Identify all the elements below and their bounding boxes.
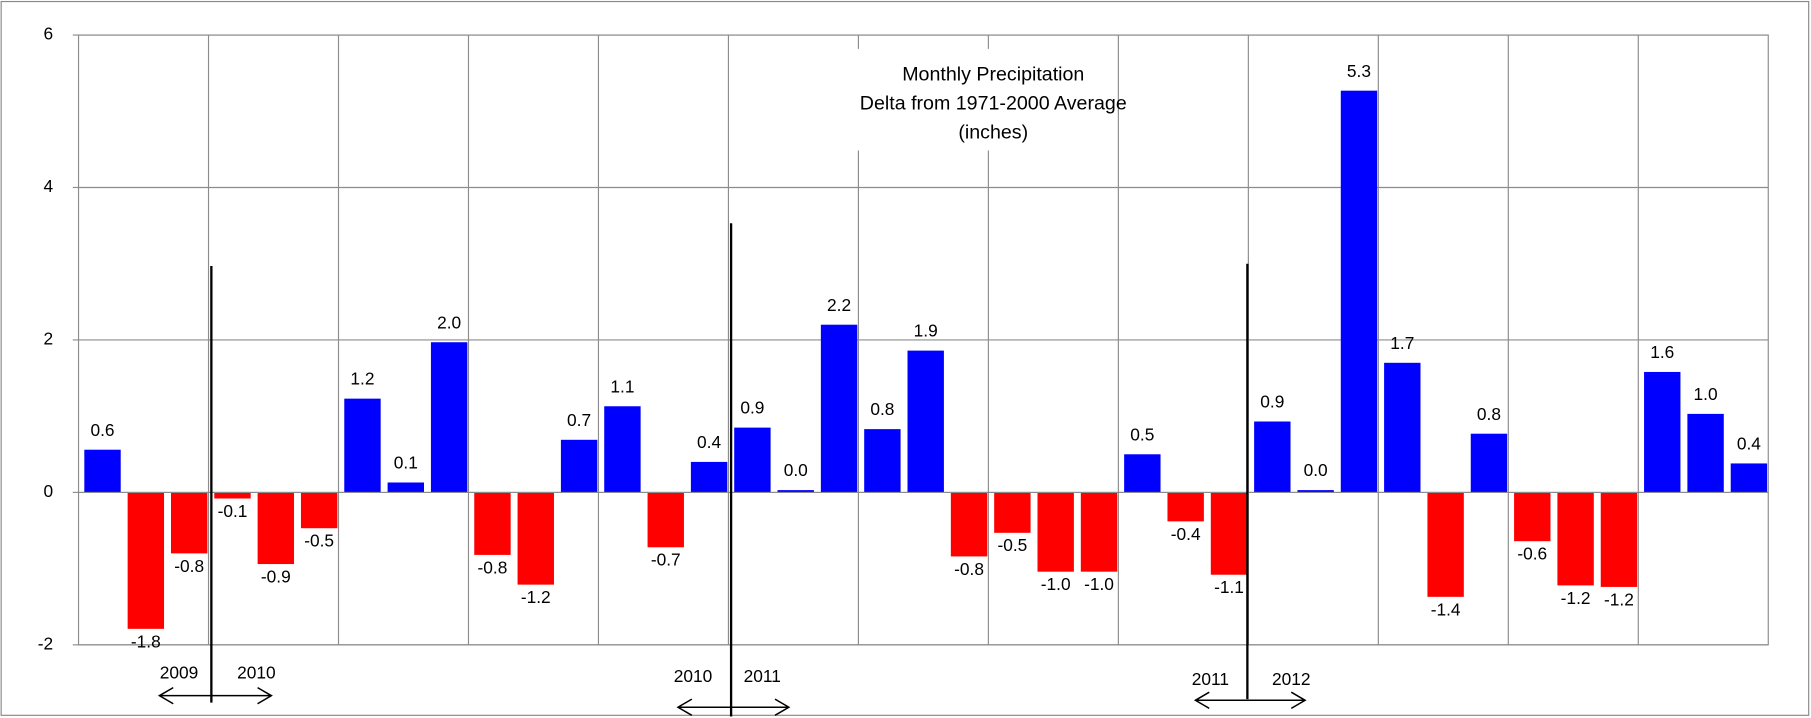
chart-title: Monthly Precipitation [902,64,1084,86]
value-label: 0.9 [1260,392,1284,412]
bar [1427,492,1464,597]
chart-title: (inches) [958,121,1028,143]
bar [1687,413,1724,493]
bar [647,492,684,548]
bar [1124,454,1161,493]
value-label: 0.5 [1130,424,1154,444]
value-label: -0.6 [1517,544,1547,564]
bar [1297,490,1334,493]
bar [214,492,251,499]
value-label: -1.0 [1041,574,1071,594]
value-label: -0.4 [1171,524,1201,544]
value-label: -0.8 [954,559,984,579]
value-label: -1.0 [1084,574,1114,594]
year-label: 2011 [744,666,781,686]
value-label: 1.9 [914,321,938,341]
value-label: 1.0 [1694,384,1718,404]
value-label: 1.7 [1390,333,1414,353]
y-tick-label: 0 [43,481,53,501]
value-label: 2.0 [437,312,461,332]
bar [387,482,424,493]
value-label: 0.6 [90,420,114,440]
bar [1600,492,1638,587]
value-label: 1.1 [610,376,634,396]
bar [950,492,988,557]
value-label: -0.1 [218,501,248,521]
bar [1080,492,1118,572]
bar [864,429,901,493]
double-arrow [1193,691,1307,710]
bar [907,350,944,493]
y-tick-label: 6 [43,24,53,44]
bar [1470,433,1508,493]
value-label: -0.7 [651,550,681,570]
plot-border [77,34,1769,646]
value-label: 0.0 [1304,460,1328,480]
title-box [762,48,1109,151]
value-label: 0.8 [1477,404,1501,424]
value-label: 0.9 [740,398,764,418]
year-label: 2009 [160,662,199,682]
value-label: -1.1 [1214,577,1244,597]
bar [1037,492,1074,572]
bar [430,342,468,493]
value-label: 0.7 [567,410,591,430]
bar [127,492,165,629]
bar [1384,362,1421,493]
value-label: 1.2 [350,369,374,389]
bar [1167,492,1204,522]
value-label: -0.8 [174,556,204,576]
bar [777,490,814,493]
year-label: 2012 [1272,669,1311,689]
bar [84,449,121,493]
bar [344,398,381,493]
value-label: -0.9 [261,566,291,586]
value-label: -0.8 [478,557,508,577]
year-label: 2011 [1192,669,1229,689]
value-label: 2.2 [827,295,851,315]
value-label: 0.1 [394,453,418,473]
bar [1557,492,1594,586]
bar [734,427,771,493]
chart-title: Delta from 1971-2000 Average [860,93,1127,115]
bar [474,492,511,555]
value-label: -1.8 [131,631,161,651]
year-label: 2010 [674,666,713,686]
bar [1340,90,1378,493]
bar [257,492,295,565]
value-label: 0.4 [697,432,721,452]
value-label: -1.2 [1604,589,1634,609]
value-label: -0.5 [997,535,1027,555]
value-label: 5.3 [1347,61,1371,81]
value-label: 1.6 [1650,342,1674,362]
bar [690,461,728,493]
bar [300,492,338,529]
year-label: 2010 [237,662,276,682]
bar [1210,492,1248,575]
value-label: -1.2 [521,587,551,607]
double-arrow [676,698,791,716]
y-tick-label: 2 [43,329,53,349]
value-label: 0.0 [784,460,808,480]
value-label: 0.8 [870,399,894,419]
bar [560,439,598,493]
bar [1644,371,1681,493]
value-label: -1.2 [1561,588,1591,608]
double-arrow [157,686,273,705]
bar [1730,463,1768,493]
value-label: -1.4 [1431,599,1461,619]
bar [170,492,208,554]
bar [820,324,858,493]
bar [604,406,641,493]
bar [1514,492,1551,542]
title: Monthly Precipitation Delta from 1971-200… [762,48,1127,151]
bar [994,492,1031,533]
bar [1254,421,1291,493]
y-tick-label: 4 [43,176,53,196]
value-label: -0.5 [304,531,334,551]
value-label: 0.4 [1737,434,1761,454]
y-tick-label: -2 [38,633,53,653]
bar [517,492,554,585]
